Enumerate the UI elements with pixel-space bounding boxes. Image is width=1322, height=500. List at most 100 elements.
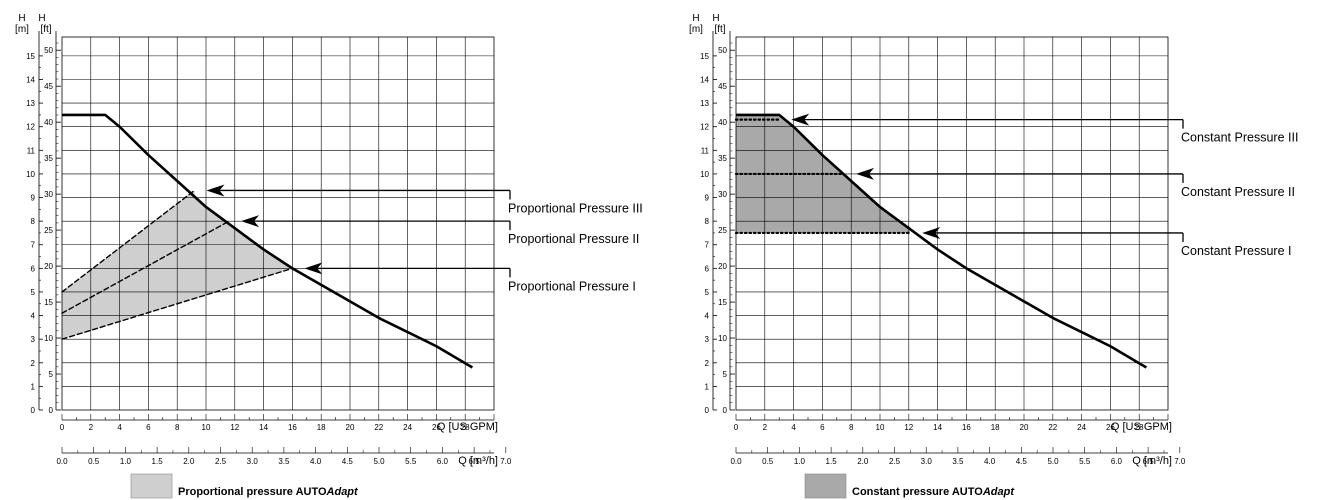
tick-label-m: 6 (705, 264, 710, 273)
proportional-pressure-chart: 0123456789101112131415051015202530354045… (15, 13, 643, 499)
tick-label-m3h: 1.0 (120, 457, 132, 466)
legend-label-prefix: Proportional pressure AUTO (178, 486, 327, 498)
tick-label-m: 0 (705, 406, 710, 415)
tick-label-gpm: 6 (146, 423, 151, 432)
tick-label-m: 2 (31, 359, 36, 368)
annotation-arrowhead (304, 262, 323, 275)
tick-label-ft: 45 (44, 82, 53, 91)
tick-label-m3h: 3.0 (921, 457, 933, 466)
y-left-unit: [m] (15, 24, 29, 35)
tick-label-m: 6 (31, 264, 36, 273)
tick-label-m3h: 2.5 (215, 457, 227, 466)
tick-label-m: 8 (705, 217, 710, 226)
tick-label-m: 0 (31, 406, 36, 415)
tick-label-gpm: 24 (1077, 423, 1086, 432)
tick-label-gpm: 8 (175, 423, 180, 432)
annotation-arrowhead (856, 167, 874, 180)
tick-label-gpm: 10 (202, 423, 211, 432)
tick-label-ft: 35 (44, 154, 53, 163)
tick-label-m: 4 (31, 312, 36, 321)
constant-pressure-chart: 0123456789101112131415051015202530354045… (689, 13, 1298, 499)
tick-label-m3h: 7.0 (1174, 457, 1186, 466)
y-right-label: H (712, 13, 719, 24)
tick-label-m3h: 6.5 (469, 457, 481, 466)
tick-label-m3h: 6.0 (1111, 457, 1123, 466)
tick-label-m3h: 4.0 (984, 457, 996, 466)
pressure-line (61, 189, 196, 293)
tick-label-m: 5 (31, 288, 36, 297)
tick-label-ft: 5 (723, 370, 728, 379)
tick-label-ft: 45 (718, 82, 727, 91)
tick-label-m: 9 (31, 194, 36, 203)
tick-label-gpm: 6 (820, 423, 825, 432)
pressure-line (61, 220, 230, 314)
tick-label-m: 1 (705, 382, 710, 391)
tick-label-gpm: 2 (89, 423, 94, 432)
pressure-line (61, 267, 294, 340)
tick-label-gpm: 0 (734, 423, 739, 432)
tick-label-m3h: 0.0 (56, 457, 68, 466)
tick-label-m3h: 4.0 (310, 457, 322, 466)
tick-label-gpm: 20 (346, 423, 355, 432)
tick-label-ft: 15 (718, 298, 727, 307)
annotation-label: Constant Pressure II (1181, 185, 1295, 199)
tick-label-m3h: 1.0 (794, 457, 806, 466)
annotation-arrowhead (922, 226, 941, 239)
legend-label: Proportional pressure AUTOAdapt (178, 486, 359, 498)
tick-label-m3h: 0.5 (88, 457, 100, 466)
tick-label-gpm: 26 (1106, 423, 1115, 432)
tick-label-m: 11 (701, 146, 710, 155)
annotation-label: Proportional Pressure III (508, 201, 643, 215)
tick-label-m3h: 0.0 (730, 457, 742, 466)
tick-label-gpm: 12 (230, 423, 239, 432)
tick-label-gpm: 4 (791, 423, 796, 432)
tick-label-m3h: 5.0 (1047, 457, 1059, 466)
tick-label-m: 1 (31, 382, 36, 391)
x-top-label: Q [US GPM] (1111, 421, 1172, 433)
x-bottom-label: Q [m³/h] (1132, 455, 1172, 467)
annotation-label: Proportional Pressure II (508, 232, 639, 246)
plot-frame (61, 36, 495, 411)
legend-swatch (130, 473, 173, 499)
tick-label-gpm: 2 (763, 423, 768, 432)
y-right-unit: [ft] (40, 24, 51, 35)
tick-label-m3h: 4.5 (1016, 457, 1028, 466)
tick-label-gpm: 22 (1048, 423, 1057, 432)
tick-label-gpm: 26 (432, 423, 441, 432)
tick-label-m: 11 (27, 146, 36, 155)
tick-label-m: 7 (705, 241, 710, 250)
tick-label-m3h: 2.5 (889, 457, 901, 466)
tick-label-m: 13 (26, 99, 35, 108)
tick-label-m3h: 1.5 (826, 457, 838, 466)
tick-label-m: 5 (705, 288, 710, 297)
tick-label-m3h: 0.5 (762, 457, 774, 466)
tick-label-m: 14 (26, 75, 35, 84)
tick-label-m: 10 (700, 170, 709, 179)
plot-frame (735, 36, 1169, 411)
tick-label-gpm: 22 (374, 423, 383, 432)
tick-label-m3h: 2.0 (857, 457, 869, 466)
x-top-label: Q [US GPM] (437, 421, 498, 433)
tick-label-gpm: 28 (461, 423, 470, 432)
legend-label: Constant pressure AUTOAdapt (852, 486, 1015, 498)
annotation-arrowhead (241, 215, 260, 228)
legend-swatch (804, 473, 847, 499)
tick-label-m3h: 3.5 (278, 457, 290, 466)
tick-label-m: 13 (700, 99, 709, 108)
tick-label-gpm: 10 (876, 423, 885, 432)
legend-label-prefix: Constant pressure AUTO (852, 486, 983, 498)
tick-label-gpm: 14 (259, 423, 268, 432)
tick-label-ft: 30 (44, 190, 53, 199)
tick-label-ft: 20 (44, 262, 53, 271)
tick-label-ft: 15 (44, 298, 53, 307)
tick-label-ft: 40 (44, 118, 53, 127)
annotation-label: Proportional Pressure I (508, 279, 636, 293)
tick-label-ft: 20 (718, 262, 727, 271)
tick-label-ft: 40 (718, 118, 727, 127)
y-left-unit: [m] (689, 24, 703, 35)
legend-label-italic: Adapt (982, 486, 1016, 498)
tick-label-m: 15 (700, 52, 709, 61)
tick-label-m: 15 (26, 52, 35, 61)
tick-label-gpm: 24 (403, 423, 412, 432)
